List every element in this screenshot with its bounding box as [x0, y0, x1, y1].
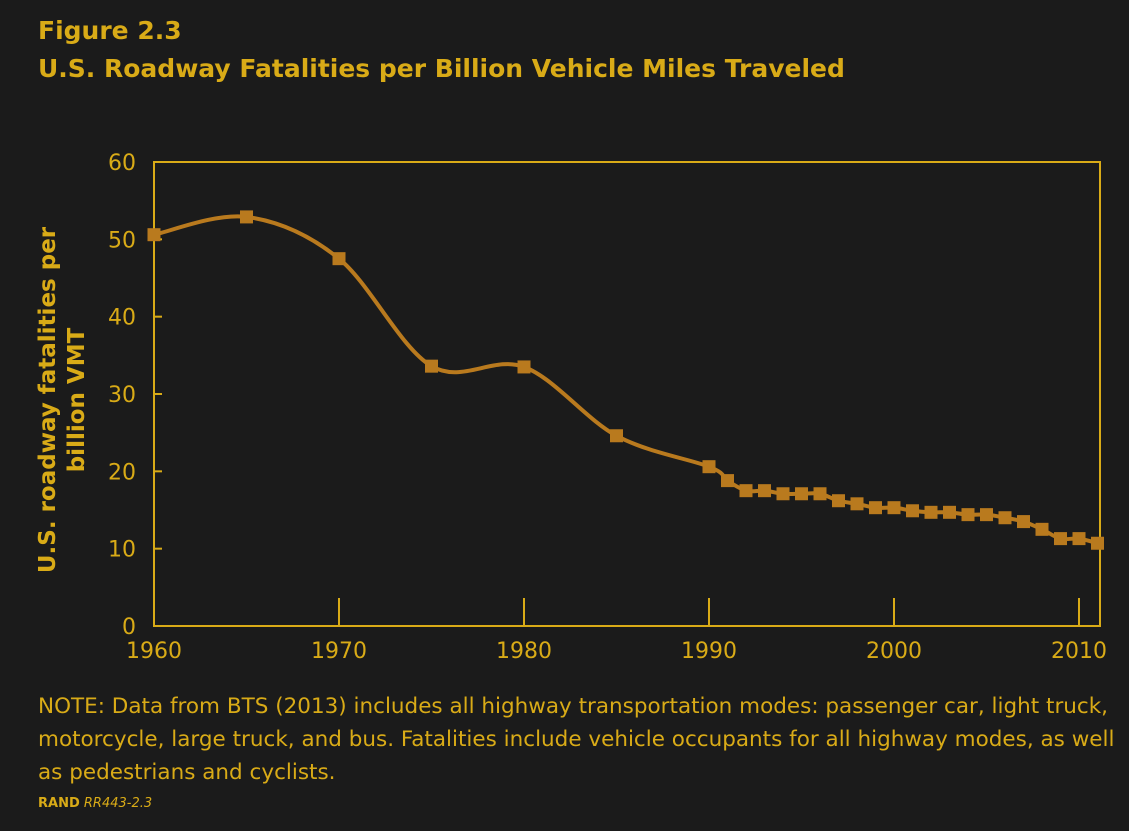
y-tick-label: 0: [122, 615, 136, 640]
y-tick-label: 40: [108, 306, 136, 331]
series-line: [153, 214, 1099, 546]
data-point: [610, 429, 623, 443]
y-tick-label: 50: [108, 228, 136, 253]
data-point: [1054, 532, 1067, 546]
data-point: [943, 505, 956, 519]
x-tick-label: 1970: [311, 639, 367, 664]
x-tick-label: 1960: [126, 639, 182, 664]
y-axis-label-line1: U.S. roadway fatalities per: [35, 226, 61, 573]
data-point: [1035, 522, 1049, 536]
data-point: [795, 487, 808, 501]
chart-title: U.S. Roadway Fatalities per Billion Vehi…: [38, 54, 845, 83]
data-point: [702, 460, 716, 474]
data-point: [869, 501, 882, 515]
x-tick-label: 2010: [1051, 639, 1107, 664]
data-point: [924, 505, 938, 519]
data-point: [425, 359, 438, 373]
data-point: [887, 501, 901, 515]
y-axis-label-line2: billion VMT: [64, 327, 90, 472]
data-point: [332, 252, 346, 266]
data-point: [961, 508, 975, 522]
data-point: [517, 360, 531, 374]
data-point: [850, 497, 864, 511]
series: [147, 210, 1104, 550]
y-tick-label: 10: [108, 538, 136, 563]
data-point: [998, 511, 1012, 525]
data-point: [739, 484, 753, 498]
credit: RAND RR443-2.3: [38, 796, 152, 811]
y-tick-label: 20: [108, 460, 136, 485]
x-tick-label: 1990: [681, 639, 737, 664]
y-tick-label: 30: [108, 383, 136, 408]
chart-note: NOTE: Data from BTS (2013) includes all …: [38, 694, 1115, 785]
y-tick-labels: 0 10 20 30 40 50 60: [108, 151, 136, 640]
data-point: [240, 210, 253, 224]
data-point: [1072, 532, 1086, 546]
data-point: [813, 487, 827, 501]
data-point: [1091, 536, 1104, 550]
axes: [153, 161, 1101, 627]
x-tick-labels: 1960 1970 1980 1990 2000 2010: [126, 639, 1107, 664]
figure-label: Figure 2.3: [38, 16, 182, 45]
data-point: [147, 228, 161, 242]
credit-id: RR443-2.3: [83, 796, 153, 811]
data-point: [980, 508, 993, 522]
data-point: [721, 474, 734, 488]
data-point: [832, 494, 845, 508]
x-tick-label: 2000: [866, 639, 922, 664]
data-point: [776, 487, 790, 501]
data-point: [1017, 515, 1030, 529]
y-tick-label: 60: [108, 151, 136, 176]
data-point: [906, 504, 919, 518]
line-chart: 0 10 20 30 40 50 60 1960 1970 1980 1990 2000 2010 U…: [35, 151, 1107, 664]
x-tick-label: 1980: [496, 639, 552, 664]
credit-org: RAND: [38, 796, 80, 811]
data-point: [758, 484, 771, 498]
